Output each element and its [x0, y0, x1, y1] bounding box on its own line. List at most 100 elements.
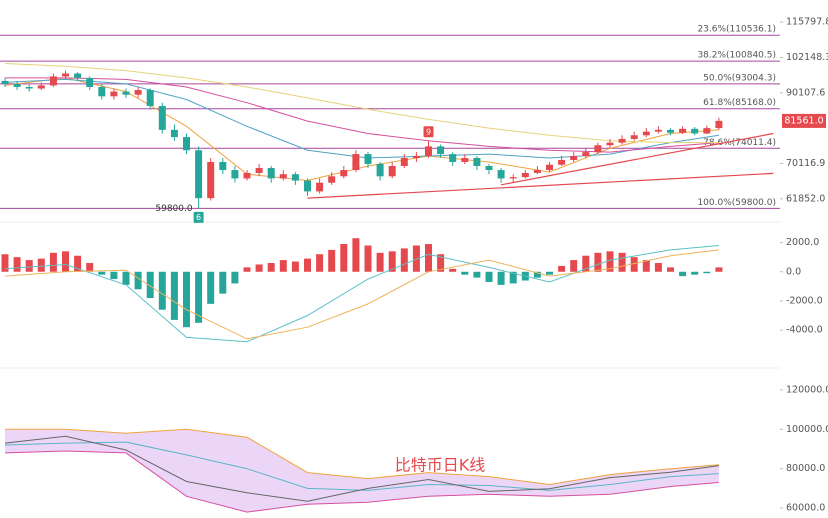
candle-body — [437, 146, 445, 155]
candle-body — [582, 152, 590, 157]
macd-bar — [146, 271, 154, 299]
macd-bar — [340, 244, 348, 272]
candle-body — [497, 170, 505, 179]
candle-body — [98, 86, 106, 97]
signal-label: 6 — [196, 213, 201, 222]
candle-body — [642, 131, 650, 136]
trend-line — [500, 132, 774, 186]
candle-body — [606, 142, 614, 146]
fib-label: 50.0%(93004.3) — [703, 73, 776, 83]
candle-body — [412, 156, 420, 158]
band-line — [4, 441, 719, 491]
candle-body — [74, 73, 82, 78]
macd-bar — [509, 271, 517, 284]
y-tick-label: 60000.0 — [786, 503, 825, 514]
macd-bar — [25, 260, 33, 272]
macd-bar — [74, 255, 82, 272]
y-tick-label: 0.0 — [786, 266, 801, 277]
macd-bar — [122, 271, 130, 285]
macd-bar — [231, 271, 239, 284]
candle-body — [558, 159, 566, 165]
macd-bar — [183, 271, 190, 328]
candle-body — [376, 163, 384, 177]
macd-bar — [703, 271, 711, 274]
candle-body — [691, 128, 699, 134]
candle-body — [352, 154, 360, 171]
macd-bar — [533, 271, 541, 278]
last-price-box — [782, 113, 826, 128]
macd-bar — [570, 260, 578, 272]
signal-box — [193, 211, 204, 223]
candle-body — [703, 128, 711, 134]
macd-bar — [485, 271, 493, 282]
y-tick-label: 102148.3 — [786, 52, 828, 63]
macd-line — [4, 245, 719, 343]
candle-body — [37, 85, 45, 89]
macd-bar — [679, 271, 687, 277]
candle-body — [328, 176, 336, 183]
macd-bar — [667, 267, 674, 272]
signal-box — [423, 126, 434, 138]
candle-body — [715, 120, 723, 129]
macd-bar — [497, 271, 505, 285]
macd-bar — [219, 271, 227, 294]
y-tick-label: 90107.6 — [786, 87, 825, 98]
macd-bar — [158, 271, 166, 310]
fib-label: 23.6%(110536.1) — [697, 25, 776, 35]
chart-annotation: 比特币日K线 — [395, 456, 486, 475]
candle-body — [340, 170, 348, 177]
candle-body — [13, 83, 21, 87]
candle-body — [25, 86, 33, 89]
macd-bar — [654, 263, 662, 272]
candle-body — [195, 150, 203, 199]
candle-body — [667, 129, 674, 133]
candle-body — [461, 157, 469, 162]
candle-body — [219, 161, 227, 171]
macd-bar — [412, 245, 420, 272]
signal-label: 9 — [426, 127, 431, 136]
candle-body — [291, 174, 299, 181]
y-tick-label: 61852.0 — [786, 193, 825, 204]
fib-label: 78.6%(74011.4) — [703, 138, 776, 148]
candle-body — [231, 170, 239, 179]
macd-bar — [546, 271, 553, 275]
candle-body — [146, 90, 154, 106]
candle-body — [400, 157, 408, 166]
y-tick-label: 120000.0 — [786, 384, 828, 395]
macd-bar — [388, 251, 396, 272]
macd-bar — [62, 251, 69, 272]
candle-body — [473, 157, 481, 166]
macd-bar — [195, 271, 203, 323]
candle-body — [183, 137, 190, 151]
macd-bar — [364, 245, 372, 272]
macd-bar — [425, 244, 432, 272]
y-tick-label: 70116.9 — [786, 158, 825, 169]
candle-body — [170, 129, 178, 138]
candle-body — [304, 180, 311, 192]
macd-bar — [13, 257, 21, 272]
y-tick-label: 80000.0 — [786, 463, 825, 474]
macd-bar — [437, 254, 445, 272]
fib-label: 61.8%(85168.0) — [703, 98, 776, 108]
macd-bar — [110, 271, 118, 280]
candle-body — [630, 135, 638, 139]
macd-bar — [618, 252, 626, 272]
candle-body — [546, 164, 553, 171]
macd-bar — [304, 258, 311, 272]
macd-bar — [207, 271, 215, 304]
candle-body — [243, 172, 251, 179]
candle-body — [570, 156, 578, 160]
candle-body — [207, 161, 215, 199]
macd-bar — [279, 260, 287, 272]
candle-body — [533, 170, 541, 173]
y-tick-label: -2000.0 — [786, 295, 823, 306]
band-line — [4, 435, 719, 502]
macd-bar — [352, 238, 360, 272]
macd-bar — [37, 258, 45, 272]
macd-bar — [49, 252, 57, 272]
macd-bar — [291, 261, 299, 272]
macd-bar — [255, 264, 263, 272]
macd-bar — [606, 251, 614, 272]
macd-bar — [642, 260, 650, 272]
